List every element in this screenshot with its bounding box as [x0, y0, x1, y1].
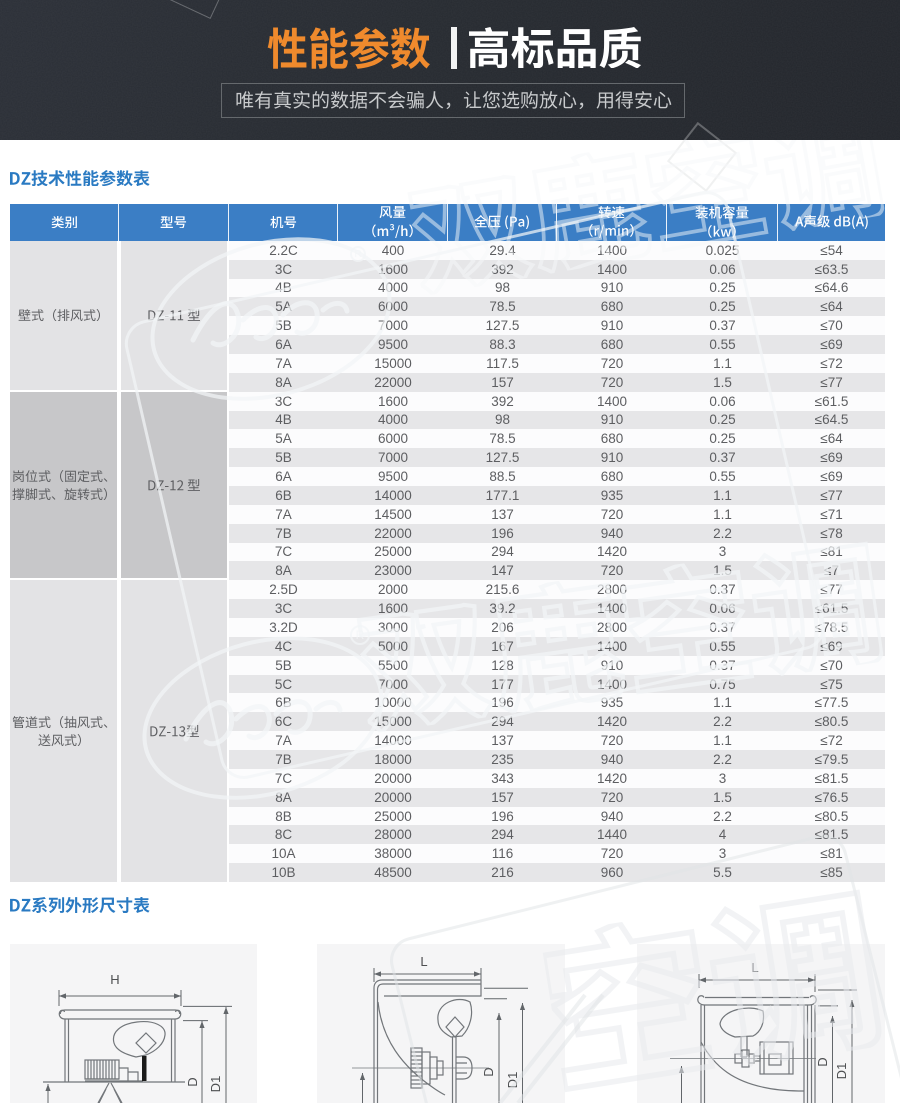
svg-text:D1: D1	[834, 1063, 849, 1080]
svg-text:D: D	[481, 1067, 496, 1076]
svg-text:D: D	[185, 1077, 200, 1086]
svg-text:D: D	[815, 1057, 830, 1066]
svg-text:D1: D1	[505, 1072, 520, 1089]
svg-text:D1: D1	[208, 1076, 223, 1093]
svg-text:H: H	[110, 972, 119, 987]
svg-text:L: L	[420, 954, 427, 969]
svg-text:L: L	[751, 960, 758, 975]
